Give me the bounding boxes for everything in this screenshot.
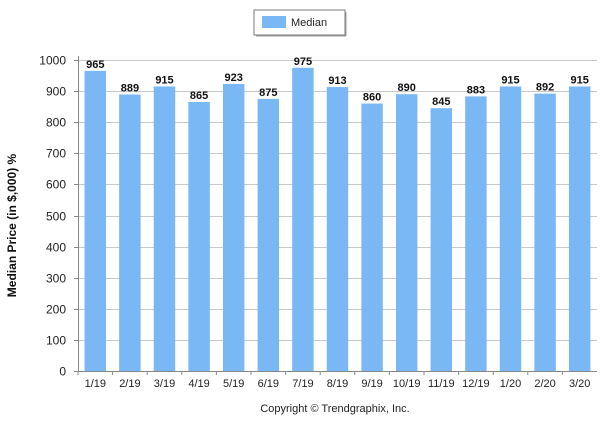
x-tick-label-3-20: 3/20 (569, 378, 590, 390)
legend-label: Median (291, 17, 327, 29)
x-tick-label-1-19: 1/19 (85, 378, 106, 390)
data-label-5-19: 923 (225, 72, 243, 84)
y-tick-label-700: 700 (46, 147, 66, 161)
bar-9-19 (361, 103, 383, 371)
data-labels: 965 889 915 865 923 875 975 913 860 890 845 883 915 8… (86, 56, 589, 108)
data-label-9-19: 860 (363, 92, 381, 104)
x-axis-ticks: 1/19 2/19 3/19 4/19 5/19 6/19 7/19 8/19 9/19 10/1… (77, 371, 590, 390)
y-tick-label-600: 600 (46, 178, 66, 192)
data-label-6-19: 875 (259, 87, 277, 99)
bar-11-19 (430, 108, 453, 371)
x-tick-label-5-19: 5/19 (223, 378, 244, 390)
copyright-text: Copyright © Trendgraphix, Inc. (260, 403, 409, 415)
data-label-3-20: 915 (571, 74, 589, 86)
bar-12-19 (465, 96, 487, 371)
x-tick-label-9-19: 9/19 (361, 378, 382, 390)
y-tick-label-400: 400 (46, 241, 66, 255)
data-label-2-19: 889 (121, 83, 139, 95)
legend: Median (253, 9, 347, 37)
x-tick-label-4-19: 4/19 (188, 378, 209, 390)
data-label-1-19: 965 (86, 59, 104, 71)
x-tick-label-10-19: 10/19 (393, 378, 421, 390)
data-label-10-19: 890 (398, 82, 416, 94)
bar-8-19 (326, 87, 349, 371)
x-tick-label-6-19: 6/19 (258, 378, 279, 390)
x-tick-label-2-20: 2/20 (534, 378, 555, 390)
bar-1-20 (499, 86, 522, 371)
y-axis-ticks: 0 100 200 300 400 500 600 700 800 900 1000 (39, 54, 78, 379)
data-label-3-19: 915 (155, 74, 173, 86)
y-tick-label-100: 100 (46, 334, 66, 348)
legend-swatch (262, 16, 286, 28)
data-label-4-19: 865 (190, 90, 208, 102)
y-axis-title: Median Price (in $,000) % (5, 153, 19, 297)
y-tick-label-0: 0 (59, 365, 66, 379)
y-tick-label-900: 900 (46, 85, 66, 99)
bar-3-20 (568, 86, 591, 371)
y-tick-label-200: 200 (46, 303, 66, 317)
data-label-2-20: 892 (536, 82, 554, 94)
x-tick-label-1-20: 1/20 (500, 378, 521, 390)
bar-6-19 (257, 98, 280, 372)
y-tick-label-500: 500 (46, 210, 66, 224)
data-label-12-19: 883 (467, 84, 485, 96)
x-tick-label-12-19: 12/19 (462, 378, 490, 390)
y-tick-label-800: 800 (46, 116, 66, 130)
data-label-11-19: 845 (432, 96, 450, 108)
x-tick-label-11-19: 11/19 (428, 378, 455, 390)
bar-5-19 (222, 83, 245, 371)
x-tick-label-7-19: 7/19 (292, 378, 313, 390)
bar-3-19 (153, 86, 176, 371)
x-tick-label-3-19: 3/19 (154, 378, 175, 390)
bar-7-19 (292, 67, 314, 371)
bar-2-19 (119, 94, 141, 372)
bar-4-19 (188, 101, 210, 372)
bar-2-20 (534, 93, 556, 371)
y-tick-label-1000: 1000 (39, 54, 66, 68)
x-tick-label-2-19: 2/19 (119, 378, 140, 390)
y-tick-label-300: 300 (46, 272, 66, 286)
bar-10-19 (395, 94, 418, 372)
data-label-7-19: 975 (294, 56, 312, 68)
data-label-1-20: 915 (501, 74, 519, 86)
data-label-8-19: 913 (328, 75, 346, 87)
x-tick-label-8-19: 8/19 (327, 378, 348, 390)
bars (84, 67, 591, 372)
bar-1-19 (84, 70, 107, 371)
